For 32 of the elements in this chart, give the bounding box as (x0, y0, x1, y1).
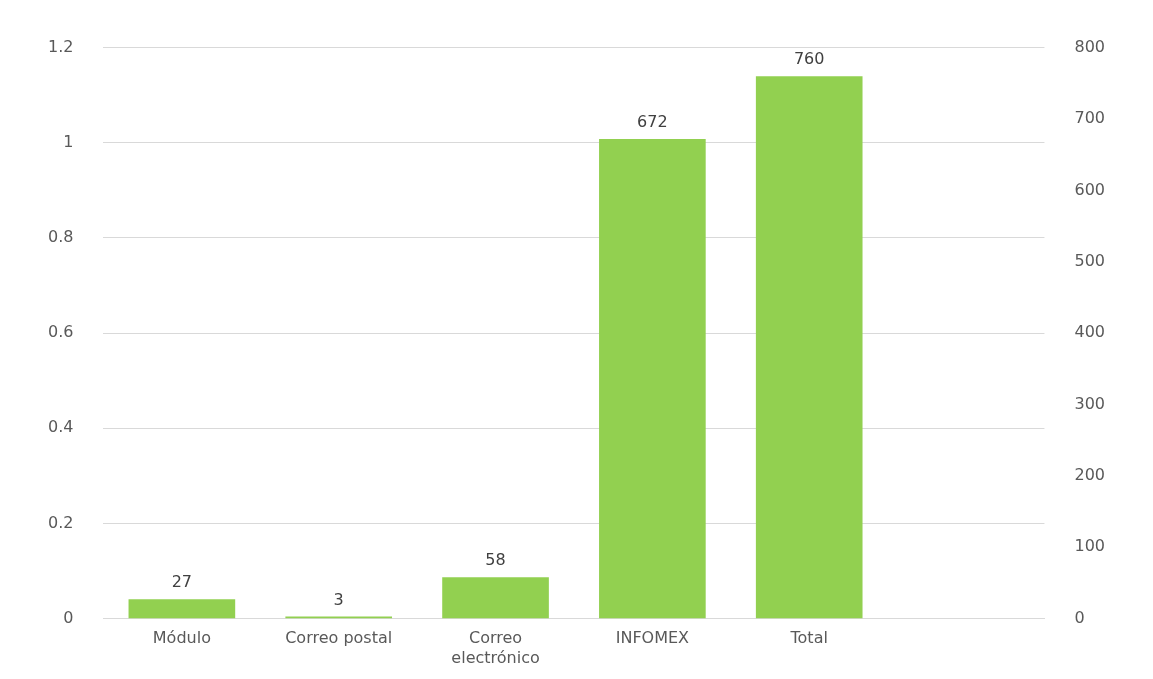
bar (285, 616, 393, 619)
data-label: 672 (637, 112, 668, 132)
y-tick-label: 1.2 (47, 36, 74, 56)
y2-tick-label: 200 (1074, 465, 1106, 485)
x-tick-label: INFOMEX (615, 628, 690, 648)
category-label: electrónico (451, 647, 540, 667)
y2-tick-label: 100 (1074, 536, 1106, 556)
y2-tick-label: 700 (1074, 108, 1106, 128)
x-tick-label: Total (789, 628, 828, 648)
y2-tick-label: 300 (1074, 393, 1106, 413)
y2-tick-label: 600 (1074, 179, 1106, 199)
data-label: 760 (793, 49, 825, 69)
category-label: Correo (468, 628, 523, 648)
x-tick-label: Módulo (152, 628, 211, 648)
bar (755, 76, 863, 619)
bar (599, 138, 706, 619)
y-tick-label: 0.4 (47, 417, 74, 437)
y2-tick-label: 800 (1074, 36, 1106, 56)
y2-tick-label: 400 (1074, 322, 1106, 342)
y-tick-label: 1 (63, 131, 74, 151)
y2-tick-label: 500 (1074, 250, 1106, 270)
x-tick-label: Correo postal (285, 628, 393, 648)
bar (128, 599, 236, 619)
y-tick-label: 0.6 (47, 322, 74, 342)
data-label: 58 (485, 550, 506, 570)
bar (442, 577, 549, 619)
y-tick-label: 0 (63, 607, 74, 627)
y-tick-label: 0.8 (47, 227, 74, 247)
y2-tick-label: 0 (1074, 607, 1085, 627)
y-tick-label: 0.2 (47, 512, 74, 532)
data-label: 27 (171, 572, 193, 592)
data-label: 3 (333, 589, 344, 609)
